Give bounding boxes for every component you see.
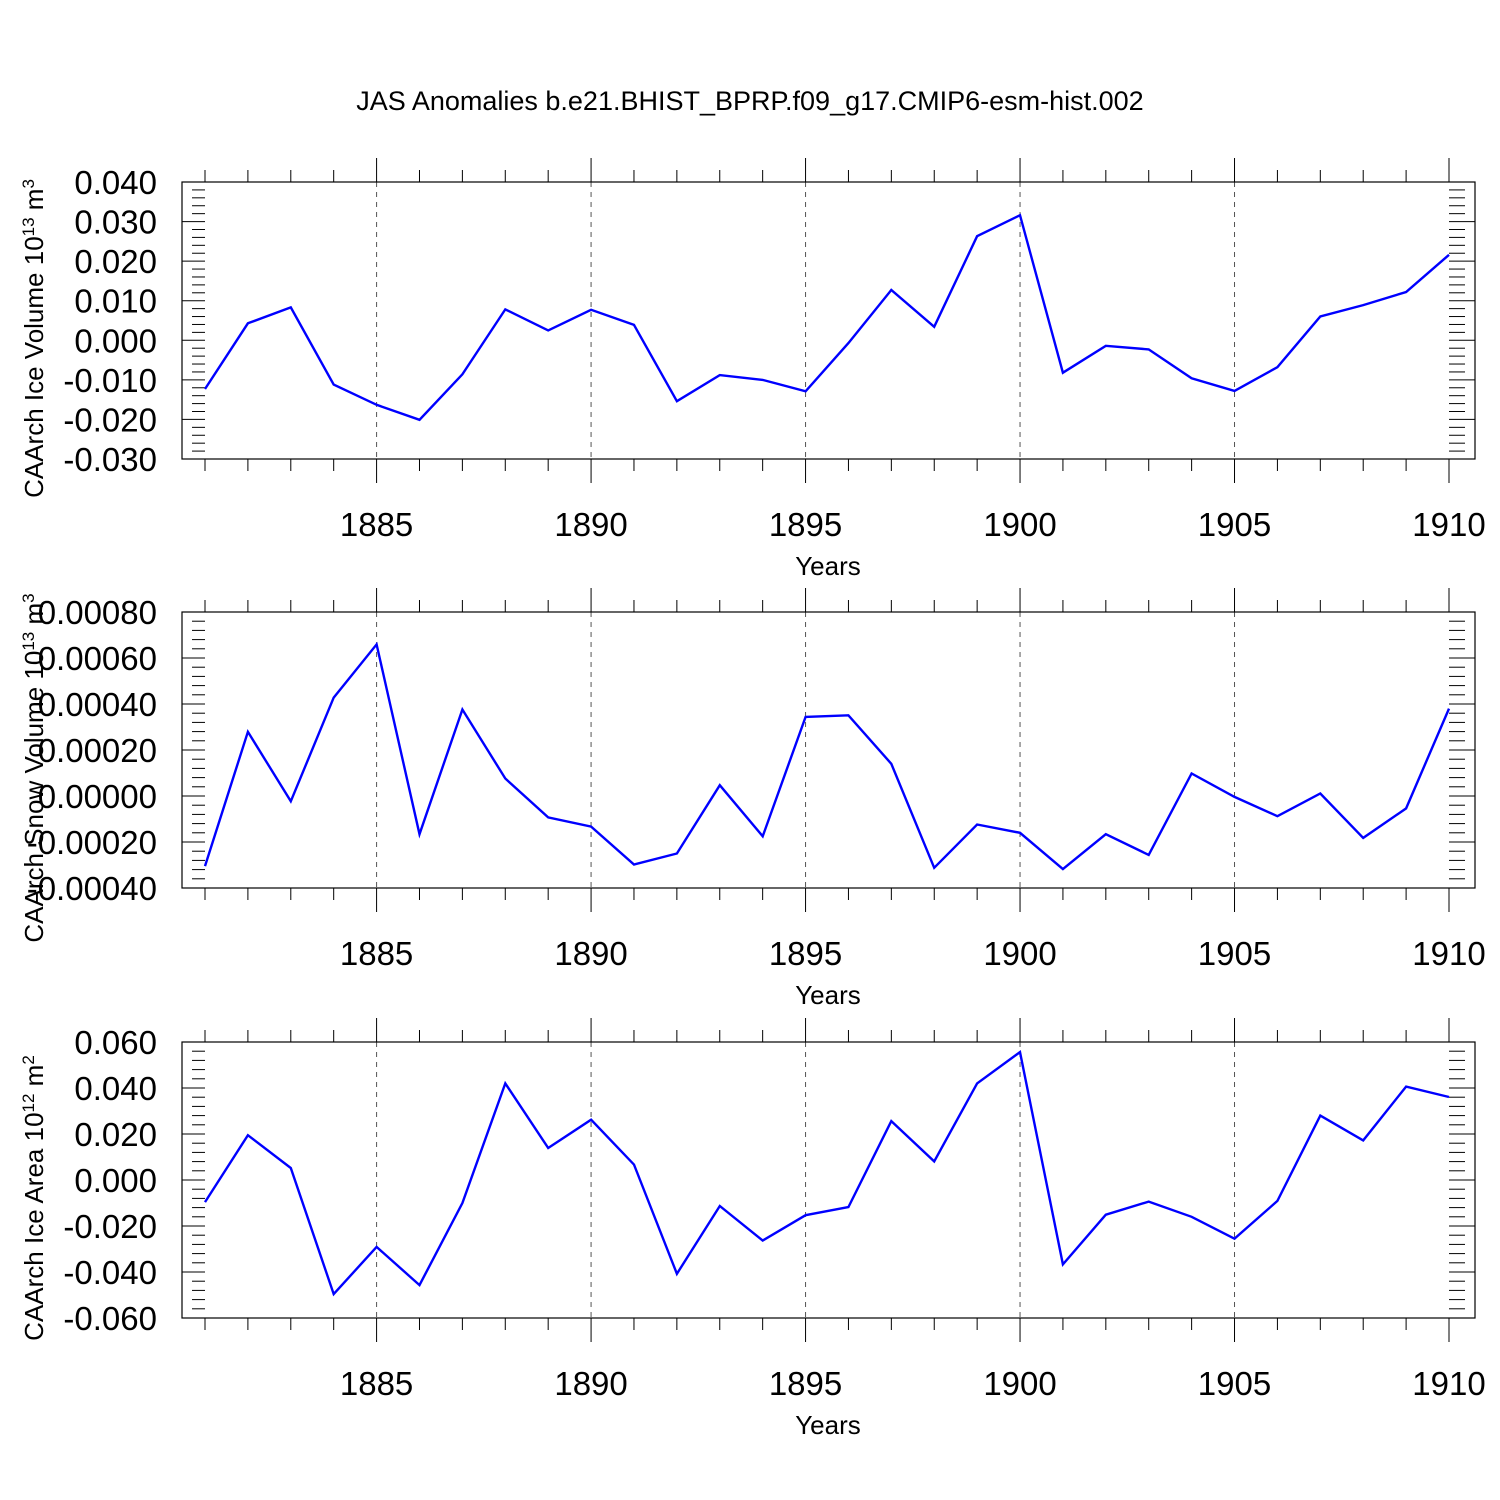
- x-axis-title: Years: [795, 980, 861, 1010]
- y-tick-label: -0.00040: [27, 870, 157, 907]
- panel-2: 1885 1890 1895 1900 1905 1910 -0.00040 -0.00020…: [19, 588, 1486, 1010]
- y-tick-label: -0.030: [63, 441, 157, 478]
- x-axis-title: Years: [795, 1410, 861, 1440]
- x-tick-label: 1890: [554, 935, 627, 972]
- y-axis-title: CAArch Ice Volume 1013 m3: [19, 179, 50, 498]
- y-tick-label: 0.040: [74, 164, 157, 201]
- y-axis-title: CAArch Ice Area 1012 m2: [19, 1055, 50, 1341]
- y-title-unit-exponent: 2: [19, 1055, 38, 1064]
- x-tick-label: 1900: [983, 1365, 1056, 1402]
- x-tick-label: 1910: [1412, 1365, 1485, 1402]
- y-tick-label: 0.020: [74, 1116, 157, 1153]
- y-tick-label: 0.00080: [38, 594, 157, 631]
- x-tick-label: 1910: [1412, 506, 1485, 543]
- y-tick-label: -0.020: [63, 401, 157, 438]
- y-tick-label: 0.010: [74, 283, 157, 320]
- y-title-main: CAArch Ice Volume 10: [19, 236, 49, 498]
- y-tick-label: 0.00020: [38, 732, 157, 769]
- y-tick-label: -0.060: [63, 1300, 157, 1337]
- x-tick-label: 1890: [554, 1365, 627, 1402]
- y-tick-label: 0.00000: [38, 778, 157, 815]
- x-tick-label: 1910: [1412, 935, 1485, 972]
- y-title-unit-exponent: 3: [19, 179, 38, 188]
- y-tick-label: 0.040: [74, 1070, 157, 1107]
- x-tick-label: 1885: [340, 506, 413, 543]
- x-tick-label: 1895: [769, 935, 842, 972]
- y-title-main: CAArch Ice Area 10: [19, 1112, 49, 1340]
- y-title-exponent: 12: [19, 1094, 38, 1113]
- x-tick-label: 1900: [983, 935, 1056, 972]
- x-tick-label: 1905: [1198, 506, 1271, 543]
- y-tick-label: 0.020: [74, 243, 157, 280]
- x-tick-label: 1890: [554, 506, 627, 543]
- x-tick-label: 1905: [1198, 1365, 1271, 1402]
- y-tick-label: 0.00040: [38, 686, 157, 723]
- data-series-line: [203, 213, 1450, 422]
- x-tick-label: 1900: [983, 506, 1056, 543]
- y-tick-label: 0.030: [74, 204, 157, 241]
- y-title-exponent: 13: [19, 217, 38, 236]
- plot-frame: [181, 1041, 1476, 1319]
- x-tick-label: 1895: [769, 1365, 842, 1402]
- y-title-unit: m: [19, 603, 49, 632]
- y-title-main: CAArch Snow Volume 10: [19, 651, 49, 943]
- figure-title: JAS Anomalies b.e21.BHIST_BPRP.f09_g17.C…: [356, 86, 1143, 116]
- y-title-exponent: 13: [19, 632, 38, 651]
- y-tick-label: -0.00020: [27, 824, 157, 861]
- y-title-unit-exponent: 3: [19, 593, 38, 602]
- panels-group: 1885 1890 1895 1900 1905 1910-0.030-0.020-0.0…: [19, 158, 1486, 1440]
- y-tick-label: -0.020: [63, 1208, 157, 1245]
- y-title-unit: m: [19, 1065, 49, 1094]
- y-tick-label: -0.010: [63, 362, 157, 399]
- y-axis-title: CAArch Snow Volume 1013 m3: [19, 593, 50, 942]
- x-tick-label: 1885: [340, 935, 413, 972]
- y-title-unit: m: [19, 189, 49, 218]
- y-tick-label: -0.040: [63, 1254, 157, 1291]
- panel-3: 1885 1890 1895 1900 1905 1910 -0.060 -0.040 -0.0…: [19, 1018, 1486, 1440]
- plot-frame: [181, 611, 1476, 889]
- x-tick-label: 1905: [1198, 935, 1271, 972]
- plot-frame: [181, 181, 1476, 460]
- y-tick-label: 0.000: [74, 322, 157, 359]
- data-series-line: [203, 1050, 1450, 1297]
- panel-1: 1885 1890 1895 1900 1905 1910 -0.030-0.020-0.0…: [19, 158, 1486, 581]
- x-tick-label: 1895: [769, 506, 842, 543]
- x-axis-title: Years: [795, 551, 861, 581]
- y-tick-label: 0.060: [74, 1024, 157, 1061]
- x-tick-label: 1885: [340, 1365, 413, 1402]
- data-series-line: [203, 641, 1451, 871]
- y-tick-label: 0.00060: [38, 640, 157, 677]
- y-tick-label: 0.000: [74, 1162, 157, 1199]
